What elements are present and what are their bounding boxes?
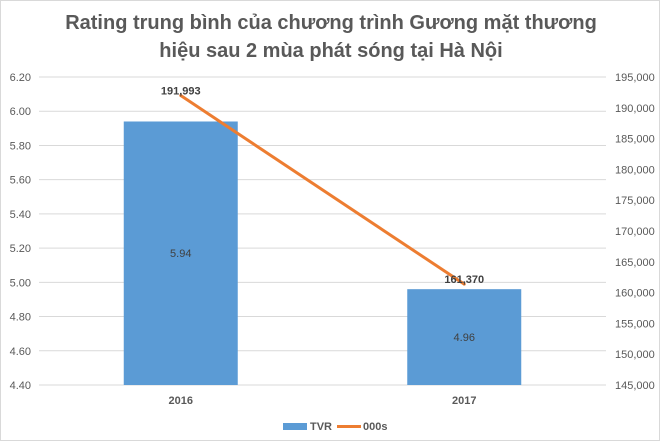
right-tick-label: 185,000	[615, 134, 655, 146]
left-tick-label: 5.40	[10, 209, 31, 221]
legend-swatch-tvr	[283, 423, 307, 430]
right-tick-label: 170,000	[615, 226, 655, 238]
line-point	[462, 282, 466, 286]
bar-data-label: 5.94	[170, 248, 191, 260]
line-data-label: 161,370	[444, 274, 484, 286]
left-tick-label: 4.80	[10, 312, 31, 324]
left-tick-label: 5.00	[10, 277, 31, 289]
bar-2016	[123, 121, 238, 385]
right-tick-label: 195,000	[615, 72, 655, 84]
right-tick-label: 145,000	[615, 380, 655, 392]
right-tick-label: 175,000	[615, 195, 655, 207]
line-data-label: 191,993	[161, 86, 201, 98]
x-tick-label: 2017	[452, 395, 476, 407]
right-tick-label: 180,000	[615, 164, 655, 176]
right-tick-label: 160,000	[615, 288, 655, 300]
line-series-000s	[179, 94, 466, 286]
bar-2017	[407, 289, 522, 385]
chart-title: Rating trung bình của chương trình Gương…	[1, 9, 660, 65]
chart-title-line-2: hiệu sau 2 mùa phát sóng tại Hà Nội	[159, 40, 503, 62]
left-tick-label: 6.20	[10, 72, 31, 84]
left-tick-label: 5.80	[10, 140, 31, 152]
right-tick-label: 155,000	[615, 318, 655, 330]
line-point	[179, 94, 183, 98]
right-tick-label: 165,000	[615, 257, 655, 269]
chart-title-line-1: Rating trung bình của chương trình Gương…	[65, 12, 597, 34]
bar-data-label: 4.96	[454, 332, 475, 344]
left-tick-label: 6.00	[10, 106, 31, 118]
left-tick-label: 4.40	[10, 380, 31, 392]
legend-label-000s: 000s	[363, 421, 387, 433]
left-tick-label: 5.20	[10, 243, 31, 255]
left-tick-label: 4.60	[10, 346, 31, 358]
right-tick-label: 190,000	[615, 103, 655, 115]
right-tick-label: 150,000	[615, 349, 655, 361]
legend-label-tvr: TVR	[310, 421, 332, 433]
left-tick-label: 5.60	[10, 175, 31, 187]
x-tick-label: 2016	[169, 395, 193, 407]
